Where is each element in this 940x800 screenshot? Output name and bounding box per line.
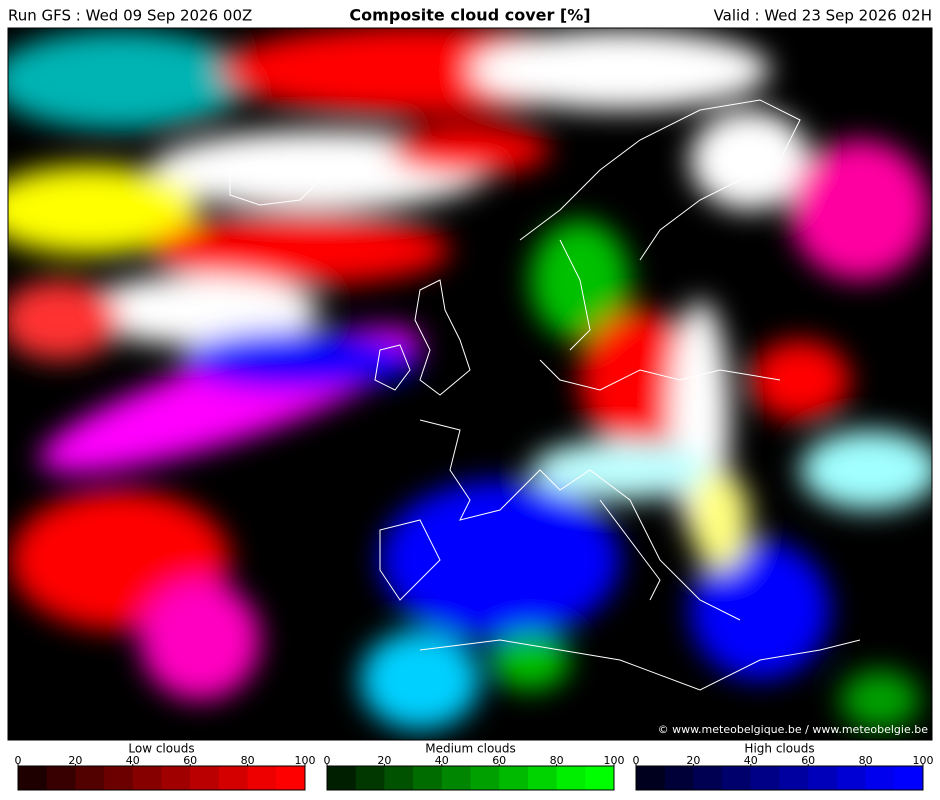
tick-label: 0 [324,754,331,767]
tick-label: 0 [633,754,640,767]
color-swatch [527,766,558,790]
tick-label: 40 [435,754,449,767]
color-swatch [190,766,220,790]
legend-title: Medium clouds [425,742,516,756]
color-swatch [808,766,838,790]
cloud-map: © www.meteobelgique.be / www.meteobelgie… [8,28,932,740]
color-swatch [247,766,277,790]
tick-label: 60 [183,754,197,767]
tick-label: 100 [295,754,316,767]
colorbar-frame [17,765,306,791]
tick-label: 60 [801,754,815,767]
color-swatch [693,766,723,790]
color-swatch [556,766,586,790]
color-swatch [865,766,895,790]
color-swatch [636,766,666,790]
color-swatch [327,766,357,790]
color-swatch [46,766,76,790]
color-swatch [441,766,471,790]
color-swatch [750,766,780,790]
color-swatch [276,766,306,790]
tick-label: 60 [492,754,506,767]
color-swatch [104,766,134,790]
color-swatch [18,766,48,790]
tick-label: 20 [68,754,82,767]
color-swatch [355,766,385,790]
legend-title: Low clouds [128,742,194,756]
color-swatch [218,766,249,790]
color-swatch [585,766,615,790]
tick-label: 100 [604,754,625,767]
legend-title: High clouds [744,742,814,756]
color-swatch [132,766,162,790]
color-swatch [499,766,529,790]
tick-label: 20 [377,754,391,767]
valid-label: Valid : Wed 23 Sep 2026 02H [714,7,932,25]
legends: Low clouds 0 20 40 60 80 100 Medium clouds 0 20 40… [15,742,934,791]
map-title: Composite cloud cover [%] [349,6,590,25]
color-swatch [384,766,414,790]
tick-label: 20 [686,754,700,767]
color-swatch [894,766,924,790]
tick-label: 80 [859,754,873,767]
color-swatch [779,766,809,790]
colorbar-frame [635,765,924,791]
color-swatch [75,766,105,790]
tick-label: 100 [913,754,934,767]
color-swatch [413,766,443,790]
color-swatch [470,766,500,790]
tick-label: 0 [15,754,22,767]
tick-label: 40 [126,754,140,767]
tick-label: 80 [550,754,564,767]
tick-label: 80 [241,754,255,767]
color-swatch [161,766,191,790]
tick-label: 40 [744,754,758,767]
color-swatch [836,766,867,790]
color-swatch [722,766,752,790]
map-frame [7,27,933,741]
run-label: Run GFS : Wed 09 Sep 2026 00Z [8,7,252,25]
colorbar-frame [326,765,615,791]
copyright: © www.meteobelgique.be / www.meteobelgie… [658,723,929,736]
color-swatch [664,766,694,790]
